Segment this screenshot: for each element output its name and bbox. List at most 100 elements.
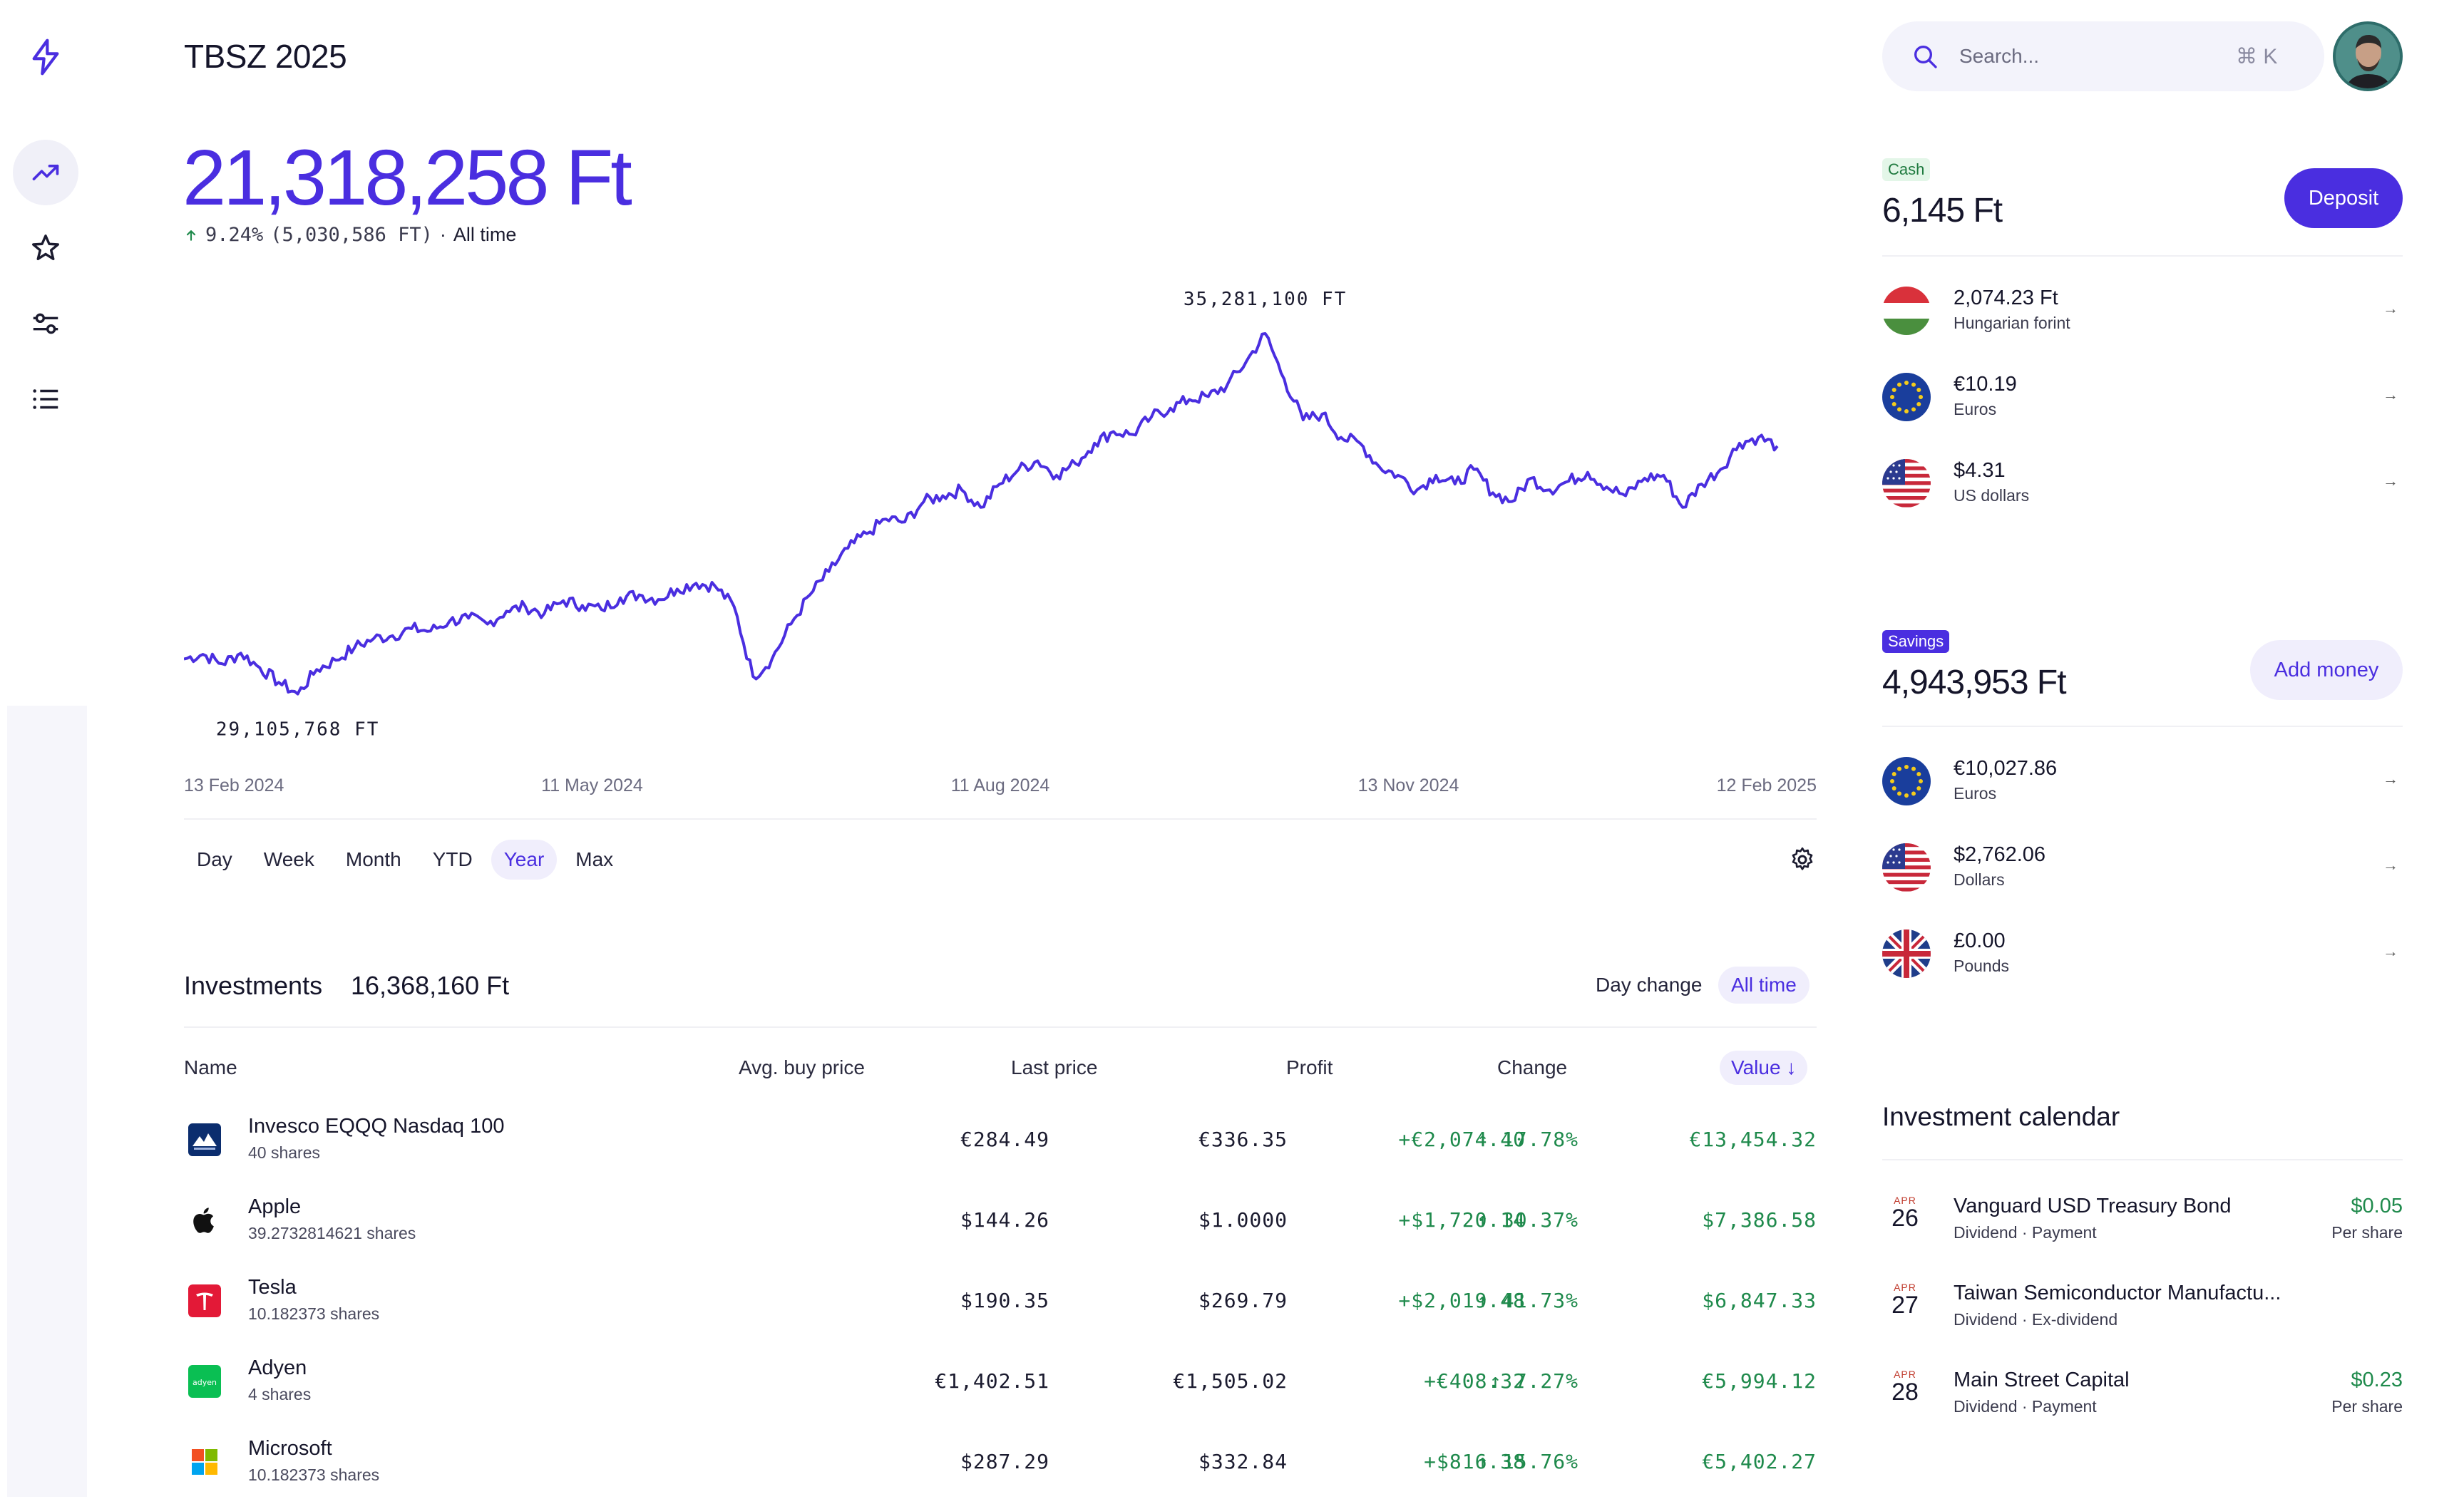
- portfolio-chart[interactable]: 35,281,100 FT 29,105,768 FT 13 Feb 2024 11 …: [184, 271, 1817, 798]
- table-row[interactable]: Apple 39.2732814621 shares $144.26 $1.00…: [184, 1184, 1817, 1262]
- holding-profit: +$816.38: [1424, 1450, 1526, 1473]
- holding-change: ↑ 17.78%: [1477, 1128, 1578, 1151]
- range-max[interactable]: Max: [575, 848, 614, 870]
- holding-value: $6,847.33: [1702, 1289, 1817, 1312]
- range-ytd[interactable]: YTD: [432, 848, 473, 870]
- account-item[interactable]: $4.31 US dollars →: [1882, 452, 2403, 516]
- holding-profit: +€2,074.40: [1398, 1128, 1526, 1151]
- account-currency: Hungarian forint: [1954, 314, 2070, 332]
- account-currency: Euros: [1954, 784, 1997, 803]
- sidebar-item-portfolio[interactable]: [13, 140, 78, 205]
- list-icon: [33, 389, 58, 409]
- account-currency: Pounds: [1954, 957, 2010, 975]
- sidebar-item-filters[interactable]: [13, 291, 78, 356]
- table-row[interactable]: Tesla 10.182373 shares $190.35 $269.79 +…: [184, 1265, 1817, 1343]
- page-title: TBSZ 2025: [184, 38, 347, 75]
- column-last-price[interactable]: Last price: [1011, 1056, 1098, 1078]
- column-change[interactable]: Change: [1497, 1056, 1568, 1078]
- account-item[interactable]: €10.19 Euros →: [1882, 366, 2403, 430]
- add-money-button[interactable]: Add money: [2250, 640, 2403, 700]
- table-row[interactable]: Microsoft 10.182373 shares $287.29 $332.…: [184, 1426, 1817, 1504]
- tesla-logo-icon: [188, 1284, 221, 1317]
- event-unit: Per share: [2331, 1397, 2403, 1416]
- table-row[interactable]: Invesco EQQQ Nasdaq 100 40 shares €284.4…: [184, 1103, 1817, 1182]
- holding-name: Invesco EQQQ Nasdaq 100: [248, 1115, 505, 1138]
- account-currency: US dollars: [1954, 486, 2030, 505]
- table-row[interactable]: adyen Adyen 4 shares €1,402.51 €1,505.02…: [184, 1345, 1817, 1423]
- event-subtitle: Dividend · Payment: [1954, 1397, 2097, 1416]
- account-item[interactable]: 2,074.23 Ft Hungarian forint →: [1882, 279, 2403, 344]
- arrow-right-icon: →: [2383, 386, 2398, 403]
- arrow-right-icon: →: [2383, 472, 2398, 490]
- gain-separator: ·: [439, 224, 446, 245]
- holding-change: ↑ 30.37%: [1477, 1208, 1578, 1232]
- account-item[interactable]: $2,762.06 Dollars →: [1882, 836, 2403, 900]
- search-input[interactable]: [1958, 44, 2232, 68]
- column-name[interactable]: Name: [184, 1056, 237, 1078]
- event-amount: $0.05: [2351, 1195, 2403, 1217]
- calendar-event[interactable]: APR 28 Main Street Capital Dividend · Pa…: [1882, 1364, 2403, 1436]
- event-month: APR: [1894, 1369, 1916, 1380]
- holding-shares: 40 shares: [248, 1143, 321, 1162]
- search-shortcut: ⌘ K: [2236, 44, 2278, 68]
- avatar-image: [2336, 24, 2400, 88]
- sidebar-item-transactions[interactable]: [13, 366, 78, 432]
- calendar-date-icon: APR 27: [1882, 1282, 1928, 1317]
- lightning-logo-icon[interactable]: [26, 37, 66, 77]
- holding-value: €5,402.27: [1702, 1450, 1817, 1473]
- gain-period[interactable]: All time: [453, 224, 517, 245]
- holding-value: €13,454.32: [1689, 1128, 1817, 1151]
- gear-icon[interactable]: [1788, 845, 1817, 874]
- arrow-right-icon: →: [2383, 299, 2398, 317]
- event-month: APR: [1894, 1282, 1916, 1293]
- star-icon: [32, 235, 59, 261]
- toggle-day-change[interactable]: Day change: [1596, 974, 1703, 996]
- sidebar-item-watchlist[interactable]: [13, 215, 78, 281]
- holding-last-price: €336.35: [1198, 1128, 1288, 1151]
- account-amount: €10.19: [1954, 373, 2017, 396]
- gain-percent: 9.24%: [205, 224, 264, 246]
- search-icon: [1914, 46, 1937, 68]
- avatar[interactable]: [2333, 21, 2403, 91]
- column-value[interactable]: Value ↓: [1720, 1051, 1808, 1085]
- account-amount: $4.31: [1954, 459, 2006, 482]
- arrow-right-icon: →: [2383, 942, 2398, 960]
- event-day: 27: [1891, 1292, 1919, 1319]
- event-title: Taiwan Semiconductor Manufactu...: [1954, 1282, 2281, 1304]
- range-week[interactable]: Week: [263, 848, 314, 870]
- range-year[interactable]: Year: [491, 840, 558, 880]
- x-tick-label: 13 Feb 2024: [184, 776, 284, 795]
- chart-series-line: [184, 332, 1779, 696]
- us-flag-icon: [1882, 459, 1931, 508]
- range-month[interactable]: Month: [345, 848, 401, 870]
- column-avg-buy-price[interactable]: Avg. buy price: [739, 1056, 865, 1078]
- sidebar-strip: [7, 706, 87, 1497]
- account-item[interactable]: €10,027.86 Euros →: [1882, 750, 2403, 814]
- holding-change: ↑ 7.27%: [1489, 1369, 1578, 1393]
- calendar-event[interactable]: APR 27 Taiwan Semiconductor Manufactu...…: [1882, 1277, 2403, 1349]
- portfolio-value: 21,318,258 Ft: [183, 134, 632, 222]
- calendar-event[interactable]: APR 26 Vanguard USD Treasury Bond Divide…: [1882, 1190, 2403, 1262]
- event-month: APR: [1894, 1195, 1916, 1206]
- holding-profit: +€408.32: [1424, 1369, 1526, 1393]
- cash-divider: [1882, 255, 2403, 257]
- portfolio-gain: 9.24% (5,030,586 FT) · All time: [184, 224, 516, 246]
- range-day[interactable]: Day: [197, 848, 232, 870]
- account-amount: $2,762.06: [1954, 843, 2046, 866]
- deposit-button[interactable]: Deposit: [2284, 168, 2403, 228]
- account-item[interactable]: £0.00 Pounds →: [1882, 922, 2403, 987]
- column-profit[interactable]: Profit: [1286, 1056, 1333, 1078]
- search-bar[interactable]: ⌘ K: [1882, 21, 2324, 91]
- holding-shares: 39.2732814621 shares: [248, 1224, 416, 1242]
- chart-divider: [184, 818, 1817, 820]
- holding-last-price: $1.0000: [1198, 1208, 1288, 1232]
- event-subtitle: Dividend · Ex-dividend: [1954, 1310, 2118, 1329]
- holding-name: Adyen: [248, 1356, 307, 1379]
- calendar-date-icon: APR 26: [1882, 1195, 1928, 1230]
- chart-max-label: 35,281,100 FT: [1184, 289, 1348, 310]
- account-amount: 2,074.23 Ft: [1954, 287, 2058, 309]
- account-currency: Euros: [1954, 400, 1997, 418]
- toggle-all-time[interactable]: All time: [1718, 967, 1809, 1004]
- holding-change: ↑ 15.76%: [1477, 1450, 1578, 1473]
- arrow-right-icon: →: [2383, 770, 2398, 788]
